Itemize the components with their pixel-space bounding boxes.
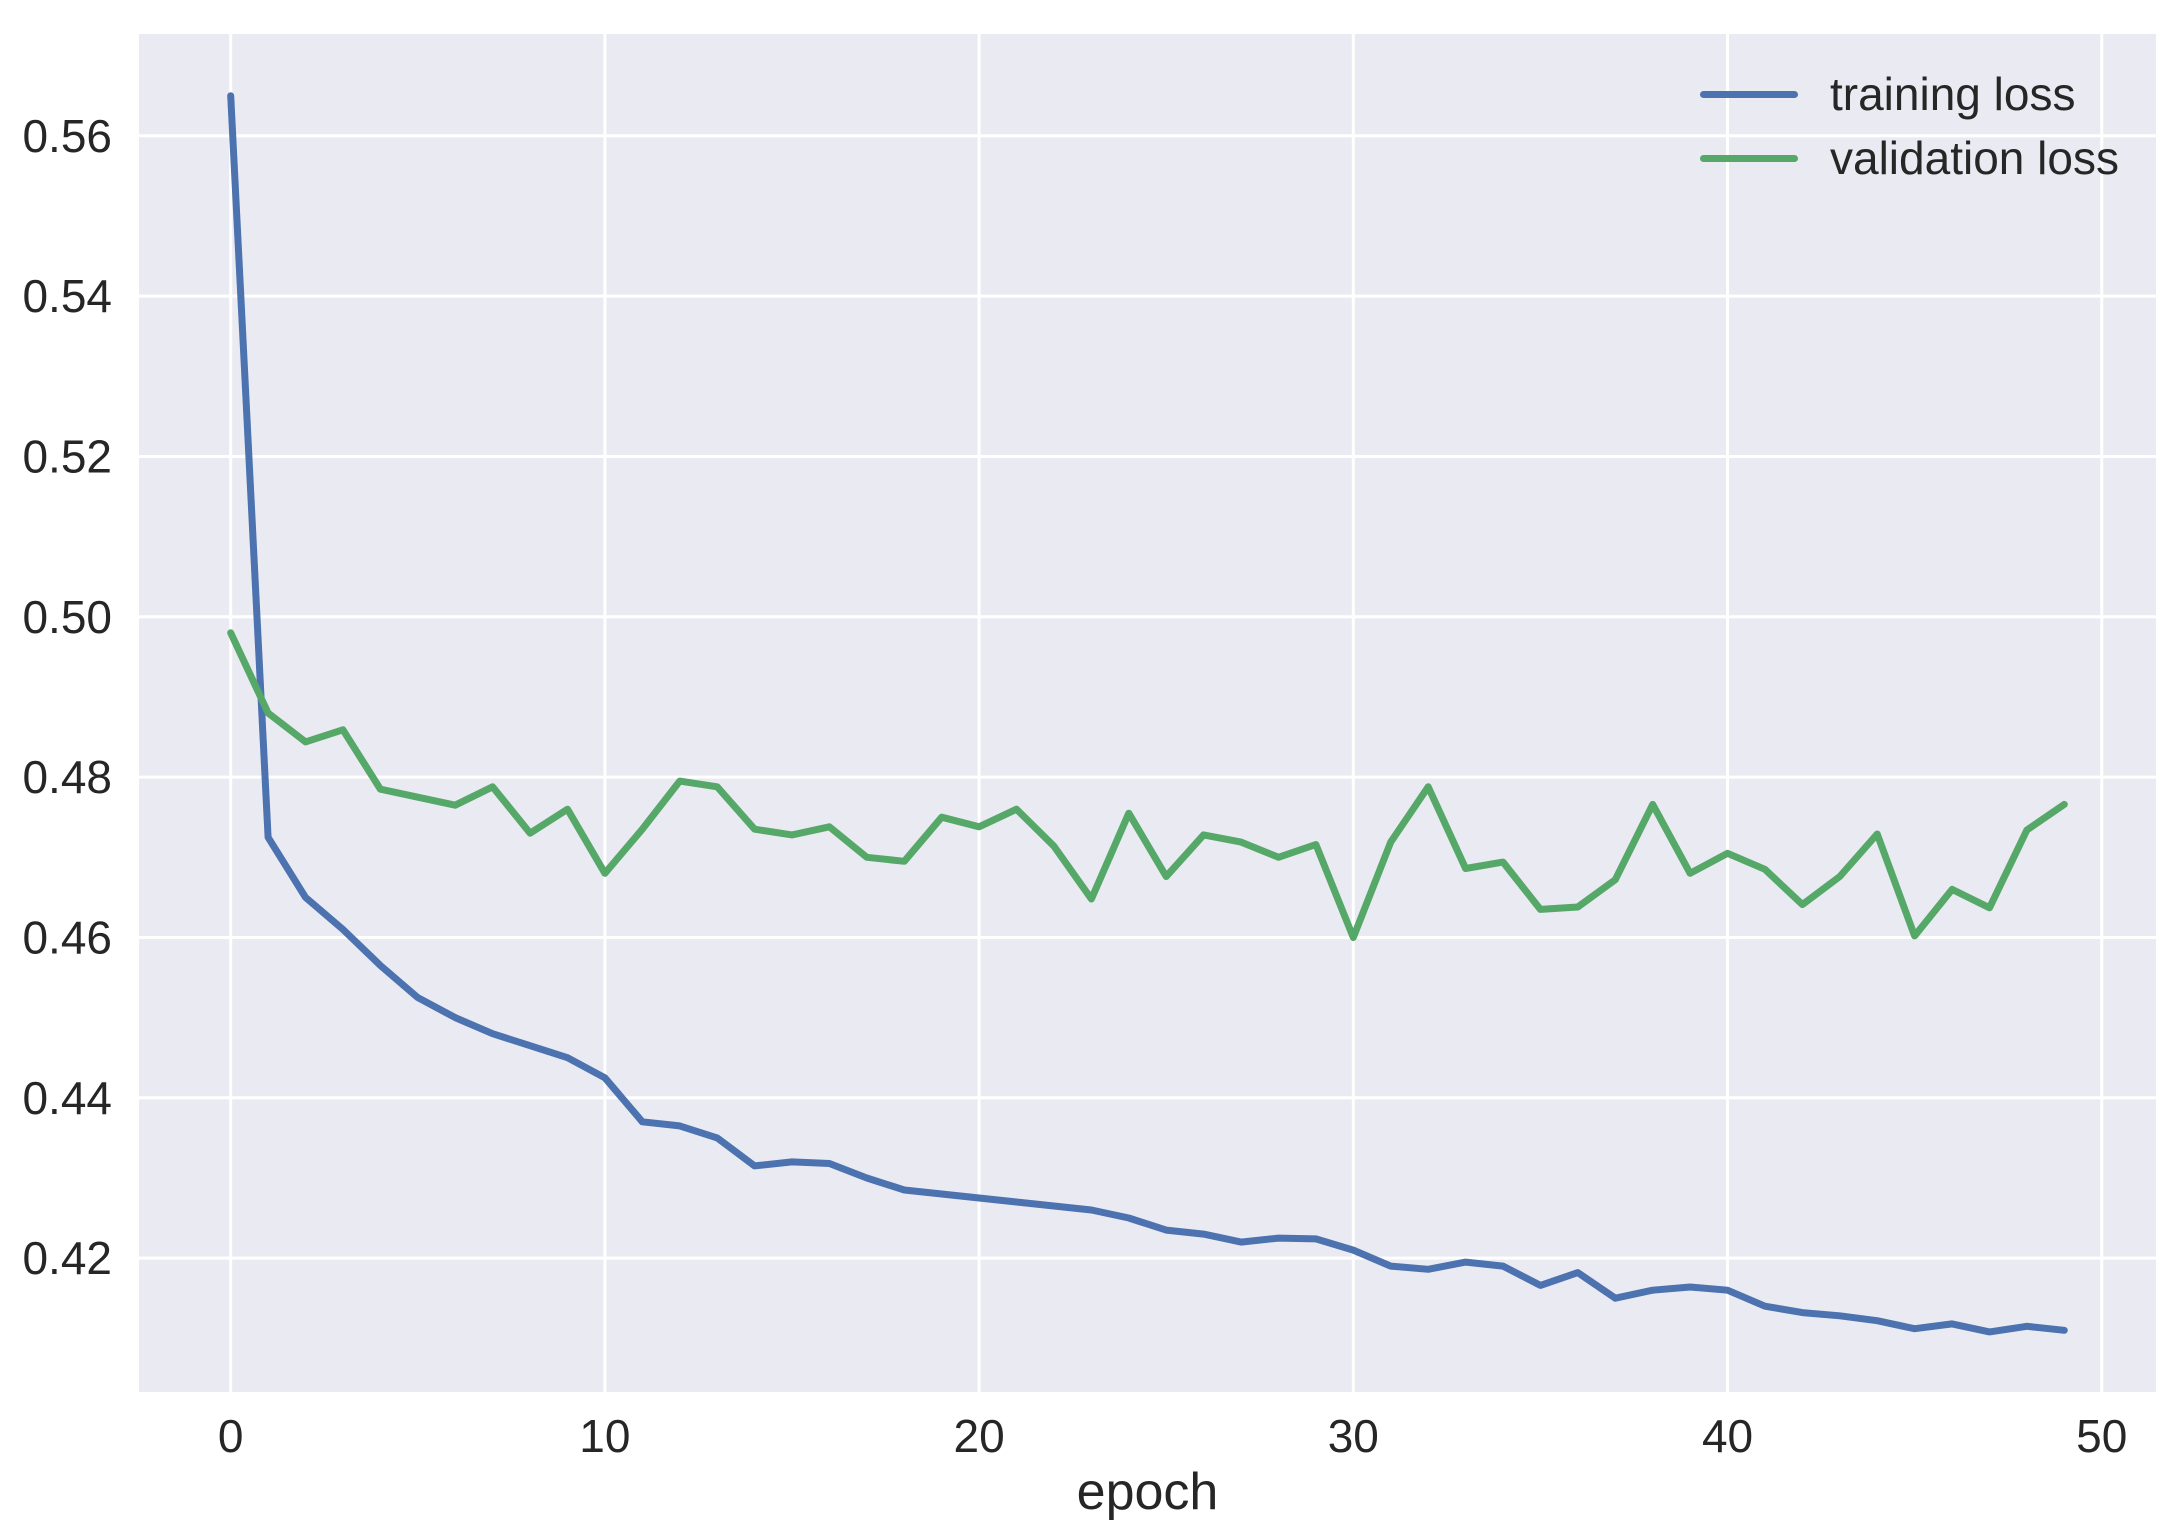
legend-label-training: training loss	[1830, 68, 2076, 120]
x-tick-label: 30	[1328, 1410, 1379, 1462]
y-tick-label: 0.46	[22, 911, 112, 963]
y-tick-label: 0.52	[22, 430, 112, 482]
x-tick-label: 50	[2076, 1410, 2127, 1462]
plot-area	[139, 34, 2156, 1392]
y-tick-label: 0.44	[22, 1072, 112, 1124]
validation-line-swatch	[1700, 154, 1798, 162]
y-tick-label: 0.54	[22, 270, 112, 322]
x-tick-label: 10	[579, 1410, 630, 1462]
training-line-swatch	[1700, 90, 1798, 98]
training-loss-line	[227, 92, 2068, 1336]
legend-item-validation: validation loss	[1700, 126, 2119, 190]
x-tick-label: 20	[954, 1410, 1005, 1462]
legend-label-validation: validation loss	[1830, 132, 2119, 184]
x-tick-label: 40	[1702, 1410, 1753, 1462]
y-tick-label: 0.50	[22, 591, 112, 643]
legend-item-training: training loss	[1700, 62, 2119, 126]
x-tick-label: 0	[218, 1410, 244, 1462]
validation-loss-line	[227, 629, 2068, 941]
y-tick-label: 0.42	[22, 1232, 112, 1284]
legend: training loss validation loss	[1700, 62, 2119, 190]
x-axis-label: epoch	[1076, 1463, 1219, 1521]
y-tick-label: 0.56	[22, 110, 112, 162]
y-tick-label: 0.48	[22, 751, 112, 803]
